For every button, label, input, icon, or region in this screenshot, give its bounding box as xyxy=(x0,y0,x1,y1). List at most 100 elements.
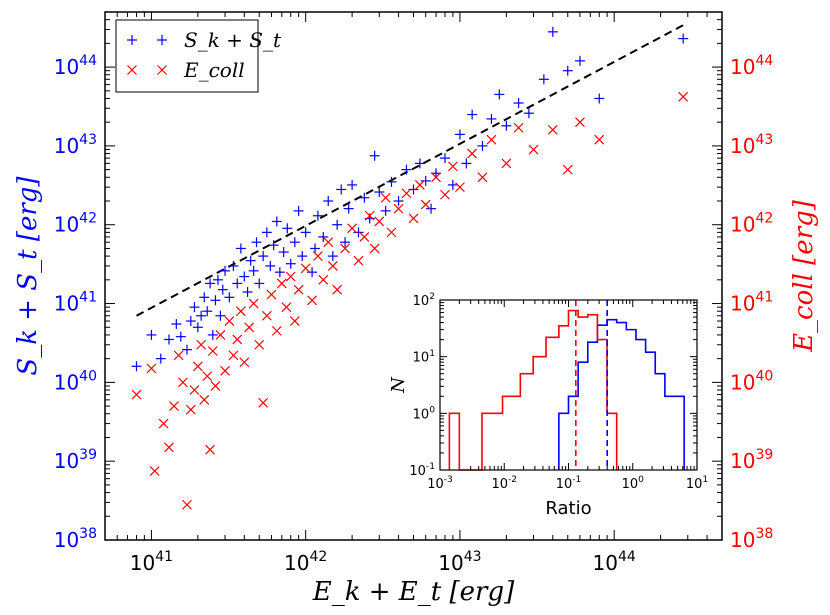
inset-x-axis-label: Ratio xyxy=(545,498,591,519)
plus-marker xyxy=(185,316,196,327)
plus-marker xyxy=(248,265,259,276)
x-marker xyxy=(254,339,265,350)
inset-plot: 10-3 10-2 10-1 100 101 10-1 100 101 102 Ratio N xyxy=(388,292,708,519)
x-marker xyxy=(594,134,605,145)
plus-marker xyxy=(181,344,192,355)
legend-label: S_k + S_t xyxy=(184,28,282,52)
plus-marker xyxy=(146,329,157,340)
plus-marker xyxy=(336,184,347,195)
x-marker xyxy=(258,397,269,408)
plus-marker xyxy=(205,278,216,289)
x-marker xyxy=(205,444,216,455)
plus-marker xyxy=(199,292,210,303)
x-tick-label: 1043 xyxy=(438,549,481,575)
x-marker xyxy=(575,117,585,128)
x-marker xyxy=(501,158,512,169)
plus-marker xyxy=(175,331,186,342)
legend-box xyxy=(115,19,259,93)
x-marker xyxy=(477,172,488,183)
x-marker xyxy=(199,394,210,405)
x-marker xyxy=(220,365,230,376)
blue-histogram xyxy=(558,318,685,470)
y-tick-label-left: 1039 xyxy=(54,447,97,473)
inset-y-tick-label: 10-1 xyxy=(409,462,435,479)
x-tick-label: 1042 xyxy=(284,549,327,575)
plus-marker xyxy=(374,187,385,198)
x-marker xyxy=(293,284,304,295)
y-axis-label-left: S_k + S_t [erg] xyxy=(13,176,43,376)
plus-marker xyxy=(353,227,364,238)
plus-marker xyxy=(282,223,293,234)
plus-marker xyxy=(245,255,256,266)
y-tick-label-right: 1040 xyxy=(730,368,773,394)
x-marker xyxy=(386,227,397,238)
x-tick-label: 1041 xyxy=(130,549,173,575)
x-marker xyxy=(196,339,207,350)
x-marker xyxy=(327,261,338,271)
plus-marker xyxy=(401,164,412,175)
x-marker xyxy=(169,401,179,412)
plus-marker xyxy=(477,140,488,151)
plus-marker xyxy=(486,113,497,124)
x-marker xyxy=(192,361,203,372)
plus-marker xyxy=(268,240,279,251)
main-plot: 1041 1042 1043 1044 1038 1038 1039 1039 1040 1040… xyxy=(13,11,819,607)
x-marker xyxy=(271,325,282,336)
x-marker xyxy=(158,418,169,429)
plus-marker xyxy=(426,203,437,214)
plus-marker xyxy=(155,353,166,364)
x-marker xyxy=(248,298,259,309)
plus-marker xyxy=(447,179,458,190)
plot-frame xyxy=(104,11,723,541)
inset-x-tick-label: 10-1 xyxy=(556,475,582,492)
series-sk-st xyxy=(131,26,689,372)
plus-marker xyxy=(513,98,524,109)
plus-marker xyxy=(347,179,358,190)
x-marker xyxy=(276,278,287,289)
plus-marker xyxy=(393,196,404,207)
x-marker xyxy=(177,377,188,388)
x-marker xyxy=(414,179,425,190)
plus-marker xyxy=(210,295,221,306)
plus-marker xyxy=(171,319,182,330)
plus-marker xyxy=(254,278,265,289)
plus-marker xyxy=(220,265,231,276)
plus-marker xyxy=(251,237,262,248)
legend: S_k + S_t E_coll xyxy=(115,19,282,93)
x-marker xyxy=(420,199,431,210)
plus-marker xyxy=(343,203,354,214)
y-tick-label-right: 1038 xyxy=(730,526,773,552)
x-marker xyxy=(513,122,524,133)
x-marker xyxy=(173,350,184,361)
plus-marker xyxy=(265,260,276,271)
x-marker xyxy=(486,134,497,145)
y-tick-label-left: 1041 xyxy=(54,290,97,316)
plus-marker xyxy=(332,219,343,230)
plus-marker xyxy=(274,267,285,278)
plus-marker xyxy=(293,205,304,216)
inset-background xyxy=(440,300,697,470)
x-marker xyxy=(312,251,323,262)
red-histogram xyxy=(448,309,618,471)
inset-x-tick-label: 101 xyxy=(686,475,708,492)
inset-frame xyxy=(439,299,698,471)
x-marker xyxy=(678,91,689,102)
plus-marker xyxy=(300,227,311,238)
plus-marker xyxy=(278,247,289,258)
inset-y-tick-label: 101 xyxy=(413,349,435,366)
x-marker xyxy=(440,189,450,200)
x-marker xyxy=(467,148,478,159)
y-tick-label-right: 1041 xyxy=(730,290,773,316)
plus-marker xyxy=(232,278,243,289)
plus-marker xyxy=(289,237,300,248)
x-marker xyxy=(281,302,292,313)
x-marker xyxy=(455,182,465,193)
x-marker xyxy=(374,216,385,227)
series-ecoll xyxy=(131,91,689,510)
inset-y-tick-label: 100 xyxy=(413,405,436,422)
y-axis-label-right: E_coll [erg] xyxy=(789,199,819,353)
plus-marker xyxy=(523,108,534,119)
x-marker xyxy=(210,381,221,391)
plus-marker xyxy=(131,361,142,372)
x-marker xyxy=(235,306,246,317)
